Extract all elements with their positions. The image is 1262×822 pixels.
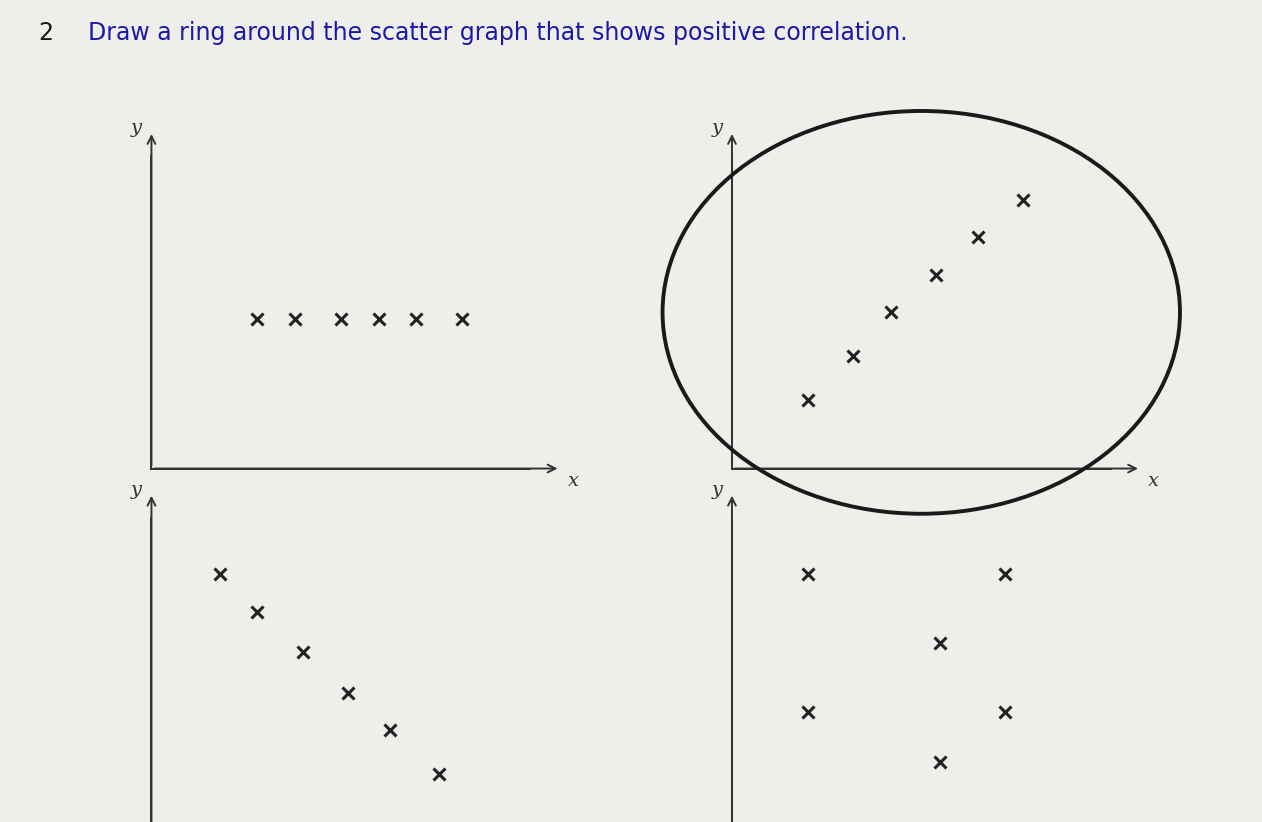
Text: y: y: [131, 119, 141, 137]
Text: y: y: [131, 481, 141, 499]
Text: x: x: [1148, 472, 1160, 490]
Text: y: y: [712, 119, 722, 137]
Text: 2: 2: [38, 21, 53, 44]
Text: x: x: [568, 472, 579, 490]
Text: y: y: [712, 481, 722, 499]
Text: Draw a ring around the scatter graph that shows positive correlation.: Draw a ring around the scatter graph tha…: [88, 21, 907, 44]
